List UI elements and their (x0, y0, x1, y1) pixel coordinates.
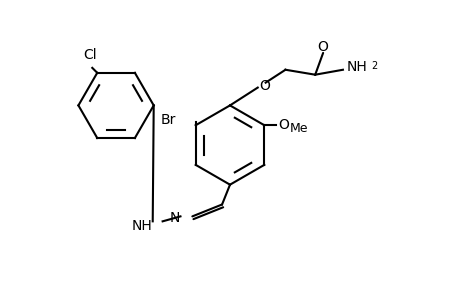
Text: O: O (259, 79, 270, 93)
Text: NH: NH (346, 60, 367, 74)
Text: 2: 2 (371, 61, 377, 71)
Text: NH: NH (132, 219, 152, 233)
Text: O: O (278, 118, 288, 132)
Text: N: N (170, 212, 180, 225)
Text: Me: Me (290, 122, 308, 135)
Text: Cl: Cl (84, 48, 97, 62)
Text: Br: Br (160, 113, 175, 127)
Text: O: O (317, 40, 328, 54)
